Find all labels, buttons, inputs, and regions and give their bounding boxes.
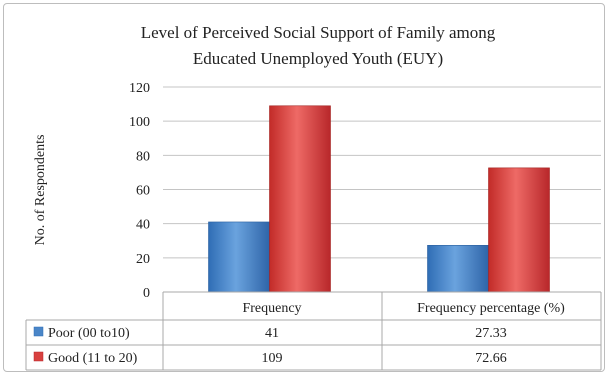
- y-tick-label: 40: [136, 218, 150, 233]
- y-axis-ticks: 0 20 40 60 80 100 120: [129, 81, 150, 301]
- bar-good-percentage: [488, 167, 550, 293]
- table-cell-good-percentage: 72.66: [475, 351, 507, 366]
- bar-poor-percentage: [427, 245, 489, 293]
- y-tick-label: 60: [136, 184, 150, 199]
- category-label-frequency-percentage: Frequency percentage (%): [417, 301, 565, 316]
- legend-swatch-poor: [33, 326, 44, 337]
- legend-label-good: Good (11 to 20): [48, 351, 138, 366]
- y-tick-label: 120: [129, 81, 150, 96]
- bars: [208, 105, 550, 293]
- table-cell-poor-percentage: 27.33: [475, 326, 507, 341]
- table-cell-poor-frequency: 41: [265, 326, 279, 341]
- bar-good-frequency: [269, 105, 331, 293]
- legend-swatch-good: [33, 351, 44, 362]
- table-cell-good-frequency: 109: [262, 351, 283, 366]
- category-label-frequency: Frequency: [242, 301, 301, 316]
- chart-title-line-1: Level of Perceived Social Support of Fam…: [141, 23, 496, 42]
- y-tick-label: 100: [129, 115, 150, 130]
- y-axis-label: No. of Respondents: [33, 135, 48, 246]
- y-tick-label: 80: [136, 149, 150, 164]
- y-tick-label: 20: [136, 252, 150, 267]
- legend-label-poor: Poor (00 to10): [48, 326, 130, 341]
- y-tick-label: 0: [143, 286, 150, 301]
- data-table: Frequency Frequency percentage (%) Poor …: [25, 291, 602, 371]
- bar-poor-frequency: [208, 221, 270, 293]
- chart-title-line-2: Educated Unemployed Youth (EUY): [193, 49, 443, 68]
